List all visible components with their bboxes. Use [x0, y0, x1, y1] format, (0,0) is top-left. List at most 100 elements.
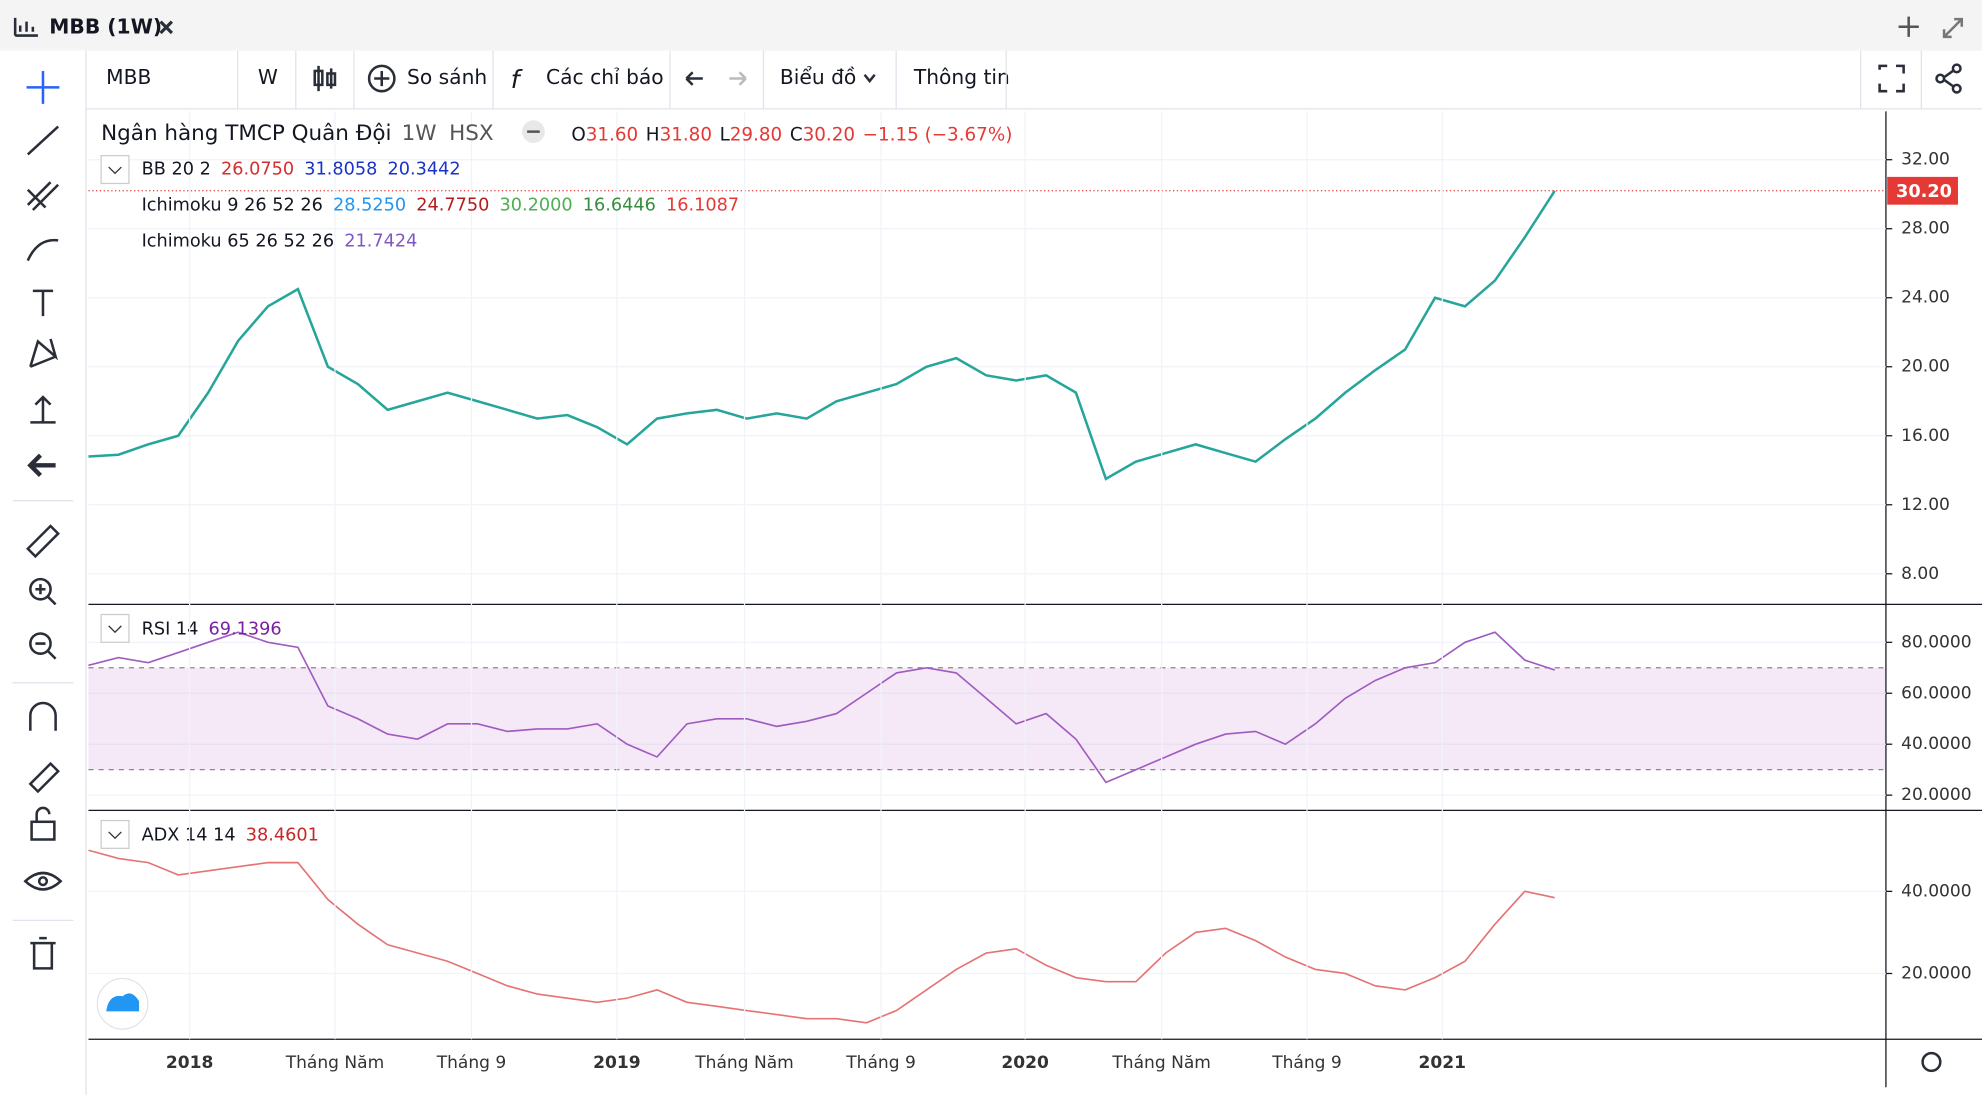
- ohlc-label: H: [646, 124, 660, 145]
- fib-tool[interactable]: [26, 181, 60, 211]
- x-tick-label: Tháng 9: [845, 1053, 916, 1073]
- ruler-tool[interactable]: [26, 524, 60, 559]
- ohlc-label: C: [790, 124, 803, 145]
- x-tick-label: Tháng Năm: [285, 1053, 385, 1073]
- legend-toggle-arrow: [108, 625, 122, 634]
- compare-icon[interactable]: [367, 64, 396, 93]
- x-tick-label: 2019: [593, 1053, 640, 1073]
- measure-tool[interactable]: [30, 395, 56, 424]
- legend-toggle[interactable]: [100, 155, 130, 185]
- info-button[interactable]: Thông tin: [913, 65, 1010, 89]
- indicator-legend: Ichimoku 9 26 52 26 28.5250 24.7750 30.2000…: [142, 196, 740, 216]
- ohlc: O31.60 H31.80 L29.80 C30.20 −1.15 (−3.67%): [571, 124, 1012, 145]
- expand-button[interactable]: [1942, 17, 1964, 39]
- zoom-in[interactable]: [29, 577, 52, 601]
- symbol-name: Ngân hàng TMCP Quân Đội: [101, 121, 391, 146]
- dropdown-arrow: [863, 73, 876, 84]
- indicator-value: 30.2000: [500, 196, 573, 216]
- window-title: MBB (1W): [49, 14, 162, 38]
- lock-drawing[interactable]: [28, 761, 60, 794]
- interval-button[interactable]: W: [258, 65, 278, 89]
- x-tick-label: Tháng Năm: [1111, 1053, 1211, 1073]
- change: −1.15 (−3.67%): [863, 124, 1013, 145]
- rsi-band: [88, 667, 1886, 770]
- compare-button[interactable]: So sánh: [407, 65, 487, 89]
- indicator-value: 24.7750: [416, 196, 489, 216]
- series-line: [88, 849, 1555, 1024]
- y-tick-label: 20.0000: [1901, 963, 1972, 983]
- x-tick-label: Tháng 9: [1271, 1053, 1342, 1073]
- ohlc-label: O: [571, 124, 585, 145]
- legend-toggle-arrow: [108, 166, 122, 175]
- ohlc-value: 29.80: [730, 124, 782, 145]
- zoom-out[interactable]: [29, 632, 52, 655]
- chart-header: Ngân hàng TMCP Quân Đội 1W HSX: [101, 121, 494, 146]
- text-tool[interactable]: [32, 289, 54, 317]
- close-button[interactable]: [159, 20, 174, 35]
- series-line: [88, 631, 1556, 784]
- indicator-name: Ichimoku 9 26 52 26: [142, 196, 323, 216]
- pane-legend: ADX 14 14 38.4601: [142, 826, 319, 846]
- indicator-value: 16.1087: [666, 196, 739, 216]
- lock-tool[interactable]: [30, 820, 56, 841]
- legend-toggle-arrow: [108, 831, 122, 840]
- pattern-tool[interactable]: [29, 338, 58, 368]
- separator: 1W: [402, 121, 437, 146]
- chart-menu-button[interactable]: Biểu đồ: [780, 65, 856, 89]
- y-tick-label: 20.00: [1901, 357, 1950, 377]
- indicator-value: 16.6446: [583, 196, 656, 216]
- redo-button[interactable]: [729, 71, 747, 86]
- y-tick-label: 80.0000: [1901, 632, 1972, 652]
- y-tick-label: 20.0000: [1901, 785, 1972, 805]
- fullscreen-button[interactable]: [1878, 64, 1905, 93]
- ohlc-value: 31.60: [586, 124, 638, 145]
- chart-type-button[interactable]: [313, 65, 337, 92]
- plot-area: 8.00 12.00 16.00 20.00 24.00 28.00 32.00 30.20 2…: [88, 111, 1972, 1073]
- x-tick-label: 2021: [1419, 1053, 1466, 1073]
- settings-button[interactable]: [1921, 1051, 1942, 1073]
- indicators-button[interactable]: Các chỉ báo: [546, 65, 664, 89]
- indicator-value: 28.5250: [333, 196, 406, 216]
- magnet-tool[interactable]: [29, 701, 57, 731]
- delete-tool[interactable]: [30, 936, 56, 970]
- title-bar: [0, 0, 1982, 51]
- share-button[interactable]: [1935, 63, 1962, 94]
- legend-toggle[interactable]: [100, 819, 130, 849]
- left-tools: [23, 70, 63, 970]
- x-tick-label: 2018: [166, 1053, 213, 1073]
- ohlc-label: L: [720, 124, 731, 145]
- y-tick-label: 24.00: [1901, 288, 1950, 308]
- symbol-button[interactable]: MBB: [106, 65, 151, 89]
- eye-tool[interactable]: [23, 871, 63, 891]
- pane-value: 69.1396: [209, 620, 282, 640]
- x-tick-label: Tháng Năm: [694, 1053, 794, 1073]
- crosshair-tool[interactable]: [26, 70, 60, 104]
- legend-toggle[interactable]: [100, 613, 130, 643]
- y-tick-label: 40.0000: [1901, 734, 1972, 754]
- last-price-label: 30.20: [1896, 182, 1952, 202]
- pane-borders: [88, 111, 1982, 1088]
- indicator-name: BB 20 2: [142, 160, 211, 180]
- y-tick-label: 32.00: [1901, 150, 1950, 170]
- exchange: HSX: [449, 121, 494, 146]
- y-tick-label: 28.00: [1901, 219, 1950, 239]
- indicator-name: Ichimoku 65 26 52 26: [142, 232, 335, 252]
- brush-tool[interactable]: [26, 238, 59, 262]
- y-tick-label: 12.00: [1901, 495, 1950, 515]
- ohlc-value: 31.80: [660, 124, 712, 145]
- y-tick-label: 8.00: [1901, 564, 1939, 584]
- add-button[interactable]: [1898, 16, 1919, 37]
- line-tool[interactable]: [26, 125, 59, 156]
- indicator-legend: Ichimoku 65 26 52 26 21.7424: [142, 232, 418, 252]
- ohlc-value: 30.20: [803, 124, 855, 145]
- pane-value: 38.4601: [246, 826, 319, 846]
- back-button[interactable]: [27, 453, 56, 478]
- series-line: [88, 190, 1556, 481]
- last-price-box: [1887, 176, 1958, 205]
- undo-button[interactable]: [685, 71, 703, 86]
- indicator-value: 26.0750: [221, 160, 294, 180]
- indicator-value: 21.7424: [344, 232, 417, 252]
